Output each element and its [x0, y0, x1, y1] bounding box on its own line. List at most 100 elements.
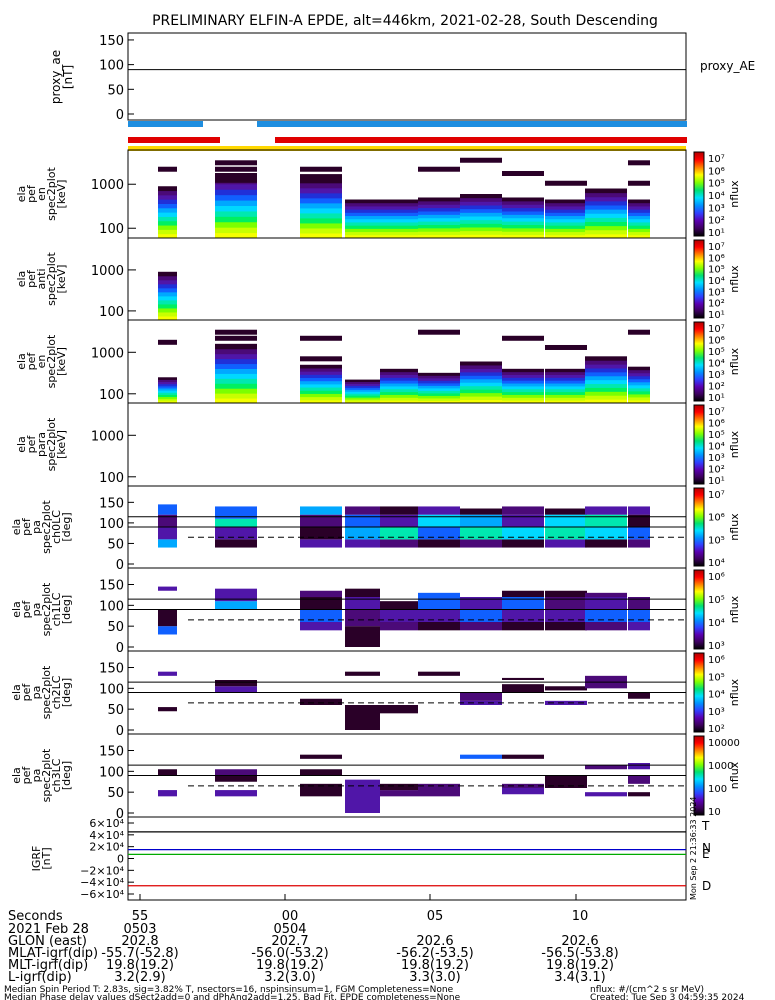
spec-cell — [460, 375, 502, 380]
y-tick-label: 50 — [107, 83, 124, 98]
colorbar-label: nflux — [728, 761, 741, 789]
y-axis-label: ch1LC — [50, 592, 63, 626]
spec-cell-dark — [628, 180, 650, 186]
igrf-legend: N — [702, 841, 711, 855]
spec-cell — [215, 358, 257, 365]
pa-cell — [628, 775, 650, 784]
spec-cell — [585, 209, 627, 214]
spec-cell — [460, 216, 502, 221]
spec-cell — [502, 234, 544, 239]
spec-cell — [628, 393, 650, 398]
spec-cell — [585, 233, 627, 239]
footer-row-value: 202.6 — [416, 934, 453, 949]
footer-row-label: MLT-igrf(dip) — [8, 958, 88, 973]
pa-cell — [585, 592, 627, 597]
y-tick-label: −2×10⁴ — [80, 864, 124, 877]
spec-cell — [460, 197, 502, 202]
footer-row-value: 19.8(19.2) — [106, 958, 174, 973]
spec-cell — [158, 311, 177, 317]
spec-cell — [502, 214, 544, 219]
pa-cell — [300, 754, 342, 759]
y-axis-label: spec2plot — [40, 582, 53, 636]
spec-cell — [158, 398, 177, 402]
spec-cell — [380, 377, 418, 381]
spec-cell — [585, 192, 627, 198]
spec-cell — [545, 368, 587, 373]
spec-cell — [585, 364, 627, 369]
spec-cell — [345, 215, 380, 220]
pa-cell — [380, 527, 418, 540]
spec-cell — [215, 189, 257, 196]
spec-cell — [215, 232, 257, 239]
spec-cell — [502, 221, 544, 225]
pa-cell — [418, 671, 460, 676]
spec-cell — [345, 199, 380, 204]
footer-row-label: 2021 Feb 28 — [8, 922, 89, 937]
colorbar-tick-label: 10⁷ — [708, 154, 725, 165]
y-tick-label: 150 — [99, 579, 124, 594]
footer-row-value: 10 — [572, 909, 589, 924]
pa-cell — [502, 539, 544, 548]
spec-cell — [158, 303, 177, 309]
spec-cell-dark — [215, 177, 257, 183]
spec-cell — [502, 400, 544, 404]
spec-cell — [460, 223, 502, 228]
pa-cell — [215, 588, 257, 602]
y-tick-label: 0 — [116, 641, 124, 656]
spec-cell — [300, 393, 342, 398]
colorbar-tick-label: 10¹ — [708, 228, 725, 239]
y-axis-label: en — [35, 355, 48, 369]
spec-cell — [300, 182, 342, 189]
spec-cell-dark — [502, 170, 544, 176]
colorbar-tick-label: 10⁴ — [708, 690, 725, 701]
spec-cell — [418, 204, 460, 209]
spec-cell — [300, 367, 342, 372]
y-axis-label: pa — [30, 769, 43, 783]
spec-cell — [158, 279, 177, 285]
y-tick-label: 4×10⁴ — [89, 829, 124, 842]
spec-cell — [418, 234, 460, 239]
spec-cell — [380, 368, 418, 373]
spec-cell — [460, 368, 502, 373]
spec-cell — [585, 379, 627, 385]
spec-cell — [345, 393, 380, 396]
spec-cell — [300, 177, 342, 184]
spec-cell — [545, 218, 587, 223]
y-axis-label: spec2plot — [45, 167, 58, 221]
spec-cell — [628, 369, 650, 374]
spec-cell — [300, 371, 342, 375]
pa-cell — [545, 590, 587, 597]
colorbar — [693, 487, 705, 567]
spec-cell — [502, 388, 544, 393]
spec-cell — [345, 379, 380, 383]
pa-cell — [158, 626, 177, 635]
spec-cell — [380, 380, 418, 384]
spec-cell — [545, 380, 587, 384]
spec-cell — [545, 234, 587, 239]
spec-cell — [215, 200, 257, 207]
spec-cell — [585, 213, 627, 218]
y-axis-label: pef — [20, 517, 33, 536]
pa-cell — [502, 514, 544, 527]
footer-row-label: Seconds — [8, 909, 63, 924]
spec-cell — [460, 389, 502, 394]
spec-cell — [215, 383, 257, 389]
spec-cell — [300, 207, 342, 214]
spec-cell — [345, 383, 380, 386]
spec-cell — [585, 217, 627, 223]
spec-cell — [215, 173, 257, 179]
y-axis-label: [nT] — [40, 847, 53, 869]
spec-cell — [300, 399, 342, 404]
pa-cell — [460, 514, 502, 527]
colorbar-tick-label: 10⁶ — [708, 419, 725, 430]
spec-cell — [628, 396, 650, 401]
y-axis-label: [deg] — [60, 678, 73, 707]
spec-cell — [345, 234, 380, 239]
pa-cell — [300, 539, 342, 548]
y-tick-label: 100 — [99, 471, 124, 486]
spec-cell — [215, 373, 257, 379]
spec-cell — [418, 392, 460, 396]
y-tick-label: 1000 — [91, 429, 124, 444]
spec-cell — [502, 368, 544, 373]
spec-cell — [502, 217, 544, 222]
